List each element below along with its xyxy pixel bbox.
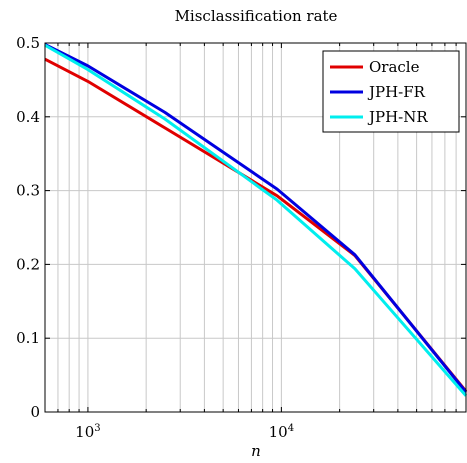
y-tick-label: 0.3 bbox=[16, 182, 40, 200]
axis-ticks bbox=[44, 42, 467, 413]
series-line-jph-nr bbox=[44, 43, 467, 397]
y-tick-label: 0.5 bbox=[16, 34, 40, 52]
legend: Oracle JPH-FR JPH-NR bbox=[322, 50, 460, 133]
series-layer bbox=[44, 43, 467, 397]
x-axis-label: n bbox=[251, 442, 261, 460]
y-tick-label: 0.4 bbox=[16, 108, 40, 126]
x-axis-tick-labels: 103 104 bbox=[75, 423, 294, 441]
y-tick-label: 0 bbox=[30, 403, 40, 421]
y-axis-tick-labels: 0 0.1 0.2 0.3 0.4 0.5 bbox=[16, 34, 40, 421]
legend-label: JPH-FR bbox=[367, 83, 426, 101]
legend-label: JPH-NR bbox=[367, 108, 428, 126]
y-tick-label: 0.2 bbox=[16, 255, 40, 273]
legend-label: Oracle bbox=[369, 58, 420, 76]
y-tick-label: 0.1 bbox=[16, 329, 40, 347]
series-line-jph-fr bbox=[44, 43, 467, 394]
chart-title: Misclassification rate bbox=[175, 7, 338, 25]
plot-frame bbox=[44, 42, 467, 413]
x-tick-label: 103 bbox=[75, 423, 100, 441]
x-tick-label: 104 bbox=[269, 423, 294, 441]
